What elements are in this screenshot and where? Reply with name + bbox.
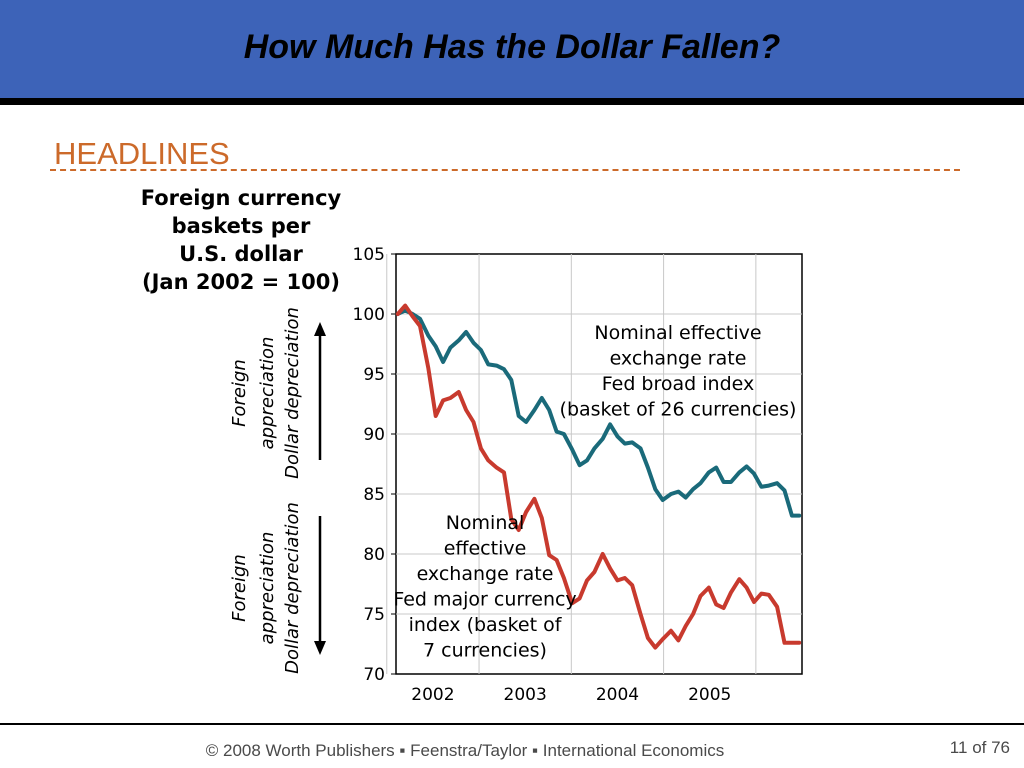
y-tick-label: 75 [363, 605, 385, 625]
y-tick-label: 85 [363, 485, 385, 505]
x-tick-label: 2002 [411, 685, 454, 705]
major-index-annotation: index (basket of [409, 614, 563, 636]
section-label: HEADLINES [54, 136, 230, 171]
footer-divider [0, 723, 1024, 725]
y-tick-label: 95 [363, 365, 385, 385]
lower-side-label: appreciation [257, 532, 278, 645]
footer-copyright: © 2008 Worth Publishers ▪ Feenstra/Taylo… [205, 741, 725, 760]
x-tick-label: 2003 [504, 685, 547, 705]
page-indicator: 11 of 76 [950, 738, 1010, 758]
x-tick-label: 2005 [688, 685, 731, 705]
major-index-annotation: Fed major currency [393, 589, 576, 611]
up-arrow-head [314, 322, 326, 336]
dashed-divider [50, 169, 960, 171]
major-index-annotation: Nominal [446, 512, 525, 534]
y-tick-label: 100 [353, 305, 385, 325]
slide-title: How Much Has the Dollar Fallen? [243, 28, 781, 66]
major-index-annotation: effective [444, 538, 527, 560]
y-tick-label: 90 [363, 425, 385, 445]
x-tick-label: 2004 [596, 685, 639, 705]
y-axis-title: U.S. dollar [179, 242, 303, 266]
y-tick-label: 105 [353, 245, 385, 265]
broad-index-annotation: exchange rate [610, 348, 747, 370]
major-index-line [395, 303, 802, 650]
page-number: 11 [949, 738, 968, 757]
upper-side-label: Dollar depreciation [282, 307, 303, 479]
plot-frame [395, 253, 803, 675]
upper-side-label: Foreign [229, 359, 250, 427]
lower-side-label: Foreign [229, 554, 250, 622]
broad-index-annotation: Nominal effective [594, 322, 761, 344]
y-tick-label: 70 [363, 665, 385, 685]
y-axis-title: Foreign currency [141, 186, 342, 210]
upper-side-label: appreciation [257, 337, 278, 450]
title-bar [0, 0, 1024, 105]
major-index-annotation: 7 currencies) [423, 640, 547, 662]
lower-side-label: Dollar depreciation [282, 502, 303, 674]
down-arrow-head [314, 641, 326, 655]
page-total: of 76 [972, 738, 1010, 757]
y-axis-title: (Jan 2002 = 100) [142, 270, 340, 294]
major-index-annotation: exchange rate [417, 563, 554, 585]
broad-index-line [395, 308, 802, 518]
broad-index-annotation: Fed broad index [602, 373, 754, 395]
y-tick-label: 80 [363, 545, 385, 565]
y-axis-title: baskets per [172, 214, 311, 238]
broad-index-annotation: (basket of 26 currencies) [560, 399, 797, 421]
